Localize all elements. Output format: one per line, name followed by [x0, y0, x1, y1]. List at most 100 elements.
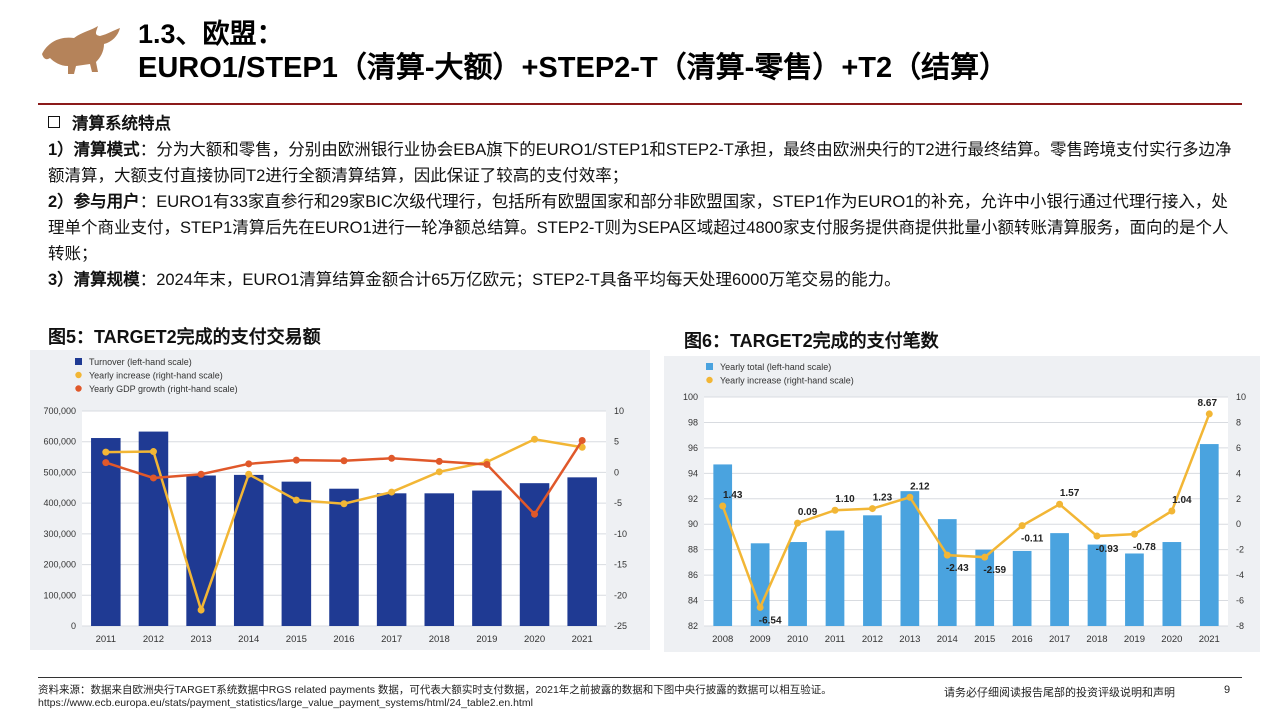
data-point — [292, 496, 300, 504]
content-body: 清算系统特点 1）清算模式：分为大额和零售，分别由欧洲银行业协会EBA旗下的EU… — [48, 111, 1238, 293]
y-left-tick-label: 500,000 — [43, 467, 76, 477]
paragraph-2: 2）参与用户：EURO1有33家直参行和29家BIC次级代理行，包括所有欧盟国家… — [48, 189, 1238, 267]
chart-6-svg: 1009896949290888684821086420-2-4-6-82008… — [664, 356, 1260, 652]
x-tick-label: 2014 — [238, 634, 259, 645]
data-point — [435, 468, 443, 476]
x-tick-label: 2021 — [572, 634, 593, 645]
y-left-tick-label: 98 — [688, 417, 698, 427]
y-right-tick-label: -6 — [1236, 596, 1244, 606]
x-tick-label: 2017 — [381, 634, 402, 645]
data-point — [719, 502, 727, 510]
bar — [91, 438, 121, 626]
y-left-tick-label: 100,000 — [43, 590, 76, 600]
y-left-tick-label: 84 — [688, 596, 698, 606]
bar — [281, 481, 312, 626]
data-point — [1130, 530, 1138, 538]
y-left-tick-label: 200,000 — [43, 560, 76, 570]
legend-label: Yearly increase (right-hand scale) — [89, 371, 223, 381]
data-label: 1.04 — [1172, 495, 1192, 506]
y-left-tick-label: 94 — [688, 468, 698, 478]
legend-label: Yearly increase (right-hand scale) — [720, 376, 854, 386]
source-note: 资料来源：数据来自欧洲央行TARGET系统数据中RGS related paym… — [38, 684, 832, 710]
data-label: 1.10 — [835, 494, 855, 505]
figure-6-title: 图6：TARGET2完成的支付笔数 — [684, 331, 939, 351]
y-right-tick-label: -2 — [1236, 545, 1244, 555]
x-tick-label: 2010 — [787, 634, 808, 645]
x-tick-label: 2016 — [333, 634, 354, 645]
bar — [519, 483, 550, 626]
checkbox-bullet-icon — [48, 116, 60, 128]
title-line-1: 1.3、欧盟： — [138, 19, 284, 49]
x-tick-label: 2017 — [1049, 634, 1070, 645]
bar — [975, 549, 995, 626]
bar — [233, 474, 264, 626]
y-right-tick-label: 4 — [1236, 468, 1241, 478]
bar — [863, 515, 882, 626]
legend-swatch — [75, 371, 82, 379]
bar — [1087, 544, 1107, 626]
paragraph-3-text: ：2024年末，EURO1清算结算金额合计65万亿欧元；STEP2-T具备平均每… — [139, 271, 901, 289]
bar — [1125, 553, 1144, 626]
y-right-tick-label: -5 — [614, 498, 622, 508]
data-point — [340, 457, 348, 465]
data-point — [1056, 500, 1064, 508]
x-tick-label: 2018 — [1086, 634, 1107, 645]
paragraph-1-label: 1）清算模式 — [48, 141, 140, 159]
data-point — [531, 510, 539, 518]
legend-swatch — [75, 385, 82, 392]
x-tick-label: 2009 — [750, 634, 771, 645]
bar — [376, 493, 407, 626]
page-number: 9 — [1224, 684, 1231, 696]
bar — [424, 493, 455, 626]
y-right-tick-label: 6 — [1236, 443, 1241, 453]
y-right-tick-label: 0 — [614, 467, 619, 477]
data-point — [388, 454, 396, 462]
chart-figure-6: 100 98 96 94 92 90 88 86 84 82 10 8 6 4 2 0 -2 -4 -6 -8 2008… — [664, 356, 1260, 652]
data-point — [245, 460, 253, 468]
data-point — [340, 500, 348, 508]
paragraph-2-text: ：EURO1有33家直参行和29家BIC次级代理行，包括所有欧盟国家和部分非欧盟… — [48, 193, 1229, 263]
y-right-tick-label: 5 — [614, 437, 619, 447]
y-left-tick-label: 300,000 — [43, 529, 76, 539]
bar — [788, 542, 807, 626]
chart-figure-5: 700,000 600,000 500,000 400,000 300,000 200,0… — [30, 350, 650, 650]
paragraph-1: 1）清算模式：分为大额和零售，分别由欧洲银行业协会EBA旗下的EURO1/STE… — [48, 137, 1238, 189]
data-point — [149, 474, 157, 482]
data-point — [435, 457, 443, 465]
data-label: 1.43 — [723, 490, 743, 501]
figure-5-title: 图5：TARGET2完成的支付交易额 — [48, 327, 321, 347]
x-tick-label: 2015 — [286, 634, 307, 645]
data-point — [578, 436, 586, 444]
y-right-tick-label: 10 — [1236, 392, 1246, 402]
bar — [186, 475, 216, 626]
data-point — [149, 448, 157, 456]
y-right-tick-label: -8 — [1236, 621, 1244, 631]
data-point — [906, 493, 914, 501]
data-point — [794, 519, 802, 527]
data-point — [102, 448, 110, 456]
x-tick-label: 2011 — [825, 634, 845, 645]
data-label: -2.43 — [946, 563, 969, 574]
x-tick-label: 2013 — [191, 634, 212, 645]
data-label: 1.57 — [1060, 488, 1080, 499]
y-right-tick-label: -15 — [614, 560, 627, 570]
paragraph-3: 3）清算规模：2024年末，EURO1清算结算金额合计65万亿欧元；STEP2-… — [48, 267, 1238, 293]
x-tick-label: 2013 — [899, 634, 920, 645]
legend-label: Yearly total (left-hand scale) — [720, 362, 831, 372]
y-left-tick-label: 86 — [688, 570, 698, 580]
data-label: -6.54 — [759, 615, 782, 626]
data-point — [245, 470, 253, 478]
x-tick-label: 2019 — [1124, 634, 1145, 645]
y-right-tick-label: -10 — [614, 529, 627, 539]
plot-area — [704, 397, 1228, 626]
x-tick-label: 2021 — [1199, 634, 1220, 645]
x-tick-label: 2012 — [862, 634, 883, 645]
x-tick-label: 2012 — [143, 634, 164, 645]
y-left-tick-label: 600,000 — [43, 437, 76, 447]
bar — [1050, 533, 1069, 626]
data-point — [831, 506, 839, 514]
data-label: 1.23 — [873, 493, 893, 504]
x-tick-label: 2014 — [937, 634, 958, 645]
data-point — [1205, 410, 1213, 418]
data-label: -2.59 — [983, 565, 1006, 576]
